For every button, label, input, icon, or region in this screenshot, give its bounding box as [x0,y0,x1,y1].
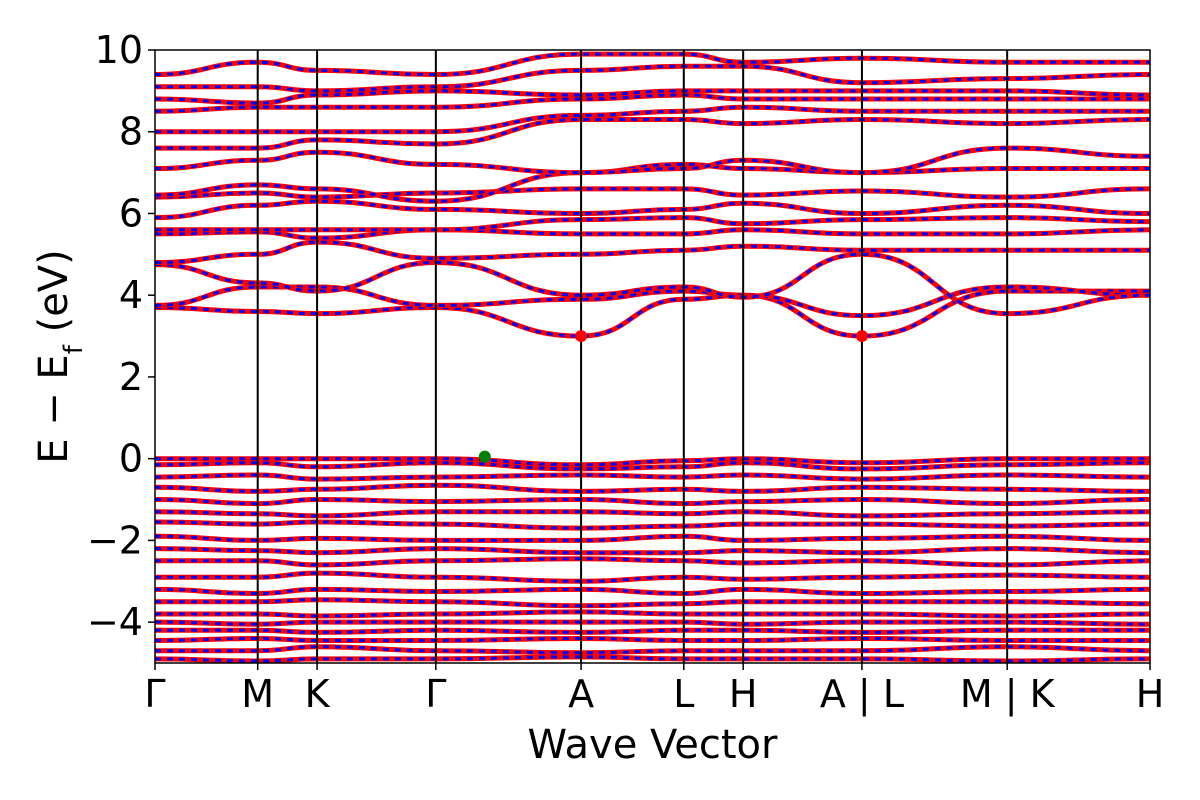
valence-band-10-spin-down [155,557,1150,567]
conduction-band-4-spin-down [155,240,1150,264]
y-axis-title: E − Ef (eV) [31,249,89,464]
valence-band-14-spin-down [155,610,1150,618]
valence-band-8-spin-down [155,534,1150,542]
bands-layer [155,51,1150,663]
y-tick-label-5: 4 [119,273,143,317]
x-tick-label-4: Γ [425,672,446,716]
valence-band-7-spin-down [155,520,1150,530]
y-axis-title-main: E − E [31,354,77,464]
y-tick-label-6: 6 [119,191,143,235]
x-tick-label-1: Γ [144,672,165,716]
y-tick-label-7: 8 [119,110,143,154]
conduction-band-8-spin-down [155,187,1150,199]
y-tick-label-4: 2 [119,355,143,399]
valence-band-13-spin-down [155,598,1150,608]
x-tick-label-9: M | K [960,672,1056,717]
x-tick-label-6: L [673,672,694,716]
valence-band-12-spin-down [155,587,1150,596]
y-axis-title-unit: (eV) [31,249,77,345]
valence-band-9-spin-down [155,547,1150,555]
valence-band-17-spin-down [155,636,1150,643]
x-tick-label-5: A [568,672,594,716]
y-tick-label-1: −4 [87,600,143,644]
valence-band-2-spin-down [155,461,1150,471]
conduction-band-13-spin-down [155,93,1150,113]
conduction-band-11-spin-down [155,117,1150,150]
valence-band-1-spin-down [155,457,1150,467]
x-tick-label-10: H [1136,672,1165,716]
valence-band-16-spin-down [155,628,1150,634]
conduction-band-7-spin-down [155,199,1150,220]
x-tick-label-3: K [305,672,331,716]
cbm-marker-2 [855,330,868,343]
y-tick-label-3: 0 [119,437,143,481]
y-axis: −4 −2 0 2 4 6 8 10 [87,28,155,644]
conduction-band-1-spin-down [155,289,1150,338]
plot-frame [154,49,1151,664]
x-tick-label-8: A | L [820,672,904,717]
valence-band-19-spin-down [155,655,1150,663]
x-tick-label-7: H [729,672,758,716]
high-symmetry-lines [256,50,1009,663]
conduction-band-16-spin-down [155,52,1150,77]
valence-band-4-spin-down [155,483,1150,493]
valence-band-5-spin-down [155,497,1150,506]
conduction-band-6-spin-down [155,216,1150,232]
vbm-marker-1 [478,450,491,463]
valence-band-3-spin-down [155,473,1150,481]
conduction-band-3-spin-down [155,252,1150,316]
conduction-band-14-spin-down [155,89,1150,105]
band-edge-markers [478,330,868,463]
valence-band-15-spin-down [155,620,1150,626]
valence-band-6-spin-down [155,510,1150,518]
y-tick-label-8: 10 [95,28,143,72]
cbm-marker-1 [575,330,588,343]
x-axis-title: Wave Vector [528,722,779,768]
conduction-band-10-spin-down [155,146,1150,175]
x-tick-label-2: M [241,672,274,716]
valence-band-18-spin-down [155,645,1150,655]
y-axis-title-subscript: f [59,344,89,354]
conduction-band-5-spin-down [155,228,1150,240]
conduction-band-15-spin-down [155,64,1150,93]
valence-band-11-spin-down [155,571,1150,583]
y-tick-label-2: −2 [87,518,143,562]
conduction-band-12-spin-down [155,105,1150,134]
